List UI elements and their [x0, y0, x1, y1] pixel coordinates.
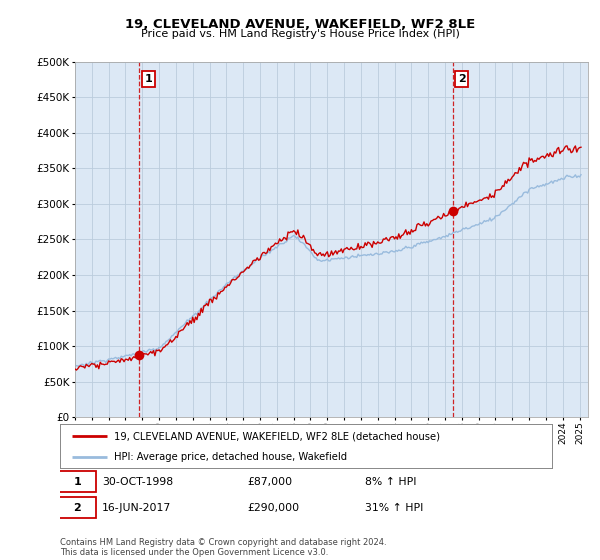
FancyBboxPatch shape: [59, 472, 96, 492]
Text: 31% ↑ HPI: 31% ↑ HPI: [365, 503, 424, 513]
Text: Price paid vs. HM Land Registry's House Price Index (HPI): Price paid vs. HM Land Registry's House …: [140, 29, 460, 39]
Text: £87,000: £87,000: [247, 477, 292, 487]
Text: 19, CLEVELAND AVENUE, WAKEFIELD, WF2 8LE: 19, CLEVELAND AVENUE, WAKEFIELD, WF2 8LE: [125, 18, 475, 31]
Text: 2: 2: [74, 503, 82, 513]
FancyBboxPatch shape: [59, 497, 96, 518]
Text: 2: 2: [458, 74, 466, 84]
Text: 8% ↑ HPI: 8% ↑ HPI: [365, 477, 416, 487]
Text: 1: 1: [145, 74, 152, 84]
Text: Contains HM Land Registry data © Crown copyright and database right 2024.
This d: Contains HM Land Registry data © Crown c…: [60, 538, 386, 557]
Text: 16-JUN-2017: 16-JUN-2017: [102, 503, 171, 513]
Text: HPI: Average price, detached house, Wakefield: HPI: Average price, detached house, Wake…: [114, 452, 347, 462]
Text: 19, CLEVELAND AVENUE, WAKEFIELD, WF2 8LE (detached house): 19, CLEVELAND AVENUE, WAKEFIELD, WF2 8LE…: [114, 431, 440, 441]
Text: 30-OCT-1998: 30-OCT-1998: [102, 477, 173, 487]
Text: £290,000: £290,000: [247, 503, 299, 513]
Text: 1: 1: [74, 477, 82, 487]
